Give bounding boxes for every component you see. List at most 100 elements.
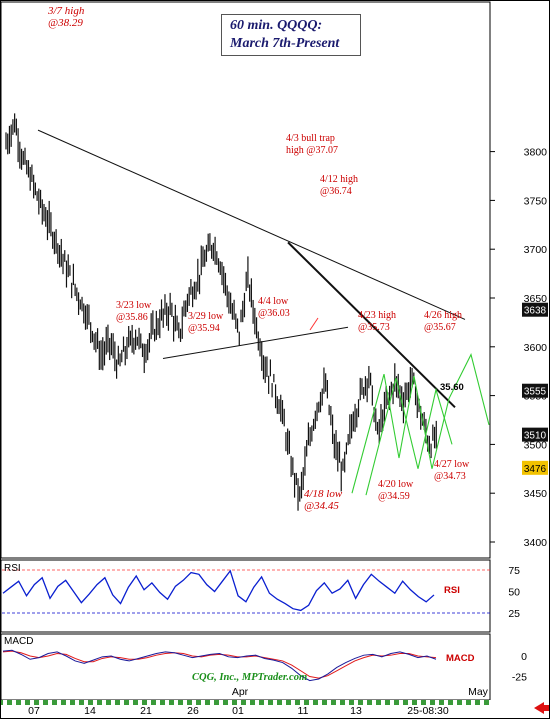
session-bar <box>1 700 490 705</box>
session-bar-seg <box>165 700 169 705</box>
annotation-apr27_low-line2: @34.73 <box>434 471 466 482</box>
wave-projection-path <box>351 353 490 494</box>
date-tick-label: 21 <box>140 705 152 717</box>
price-tick-label: 3450 <box>524 488 548 500</box>
session-bar-seg <box>336 700 340 705</box>
price-tick-label: 3500 <box>524 439 548 451</box>
macd-tag: MACD <box>446 653 475 664</box>
session-bar-seg <box>183 700 187 705</box>
session-bar-seg <box>75 700 79 705</box>
trendline-upper <box>37 129 466 320</box>
price-tag-bg <box>522 427 548 442</box>
session-bar-seg <box>174 700 178 705</box>
session-bar-seg <box>435 700 439 705</box>
session-bar-seg <box>3 700 7 705</box>
annotation-apr3_trap-line2: high @37.07 <box>286 145 338 156</box>
price-tag-label: 3510 <box>524 431 547 442</box>
session-bar-seg <box>471 700 475 705</box>
session-bar-seg <box>129 700 133 705</box>
back-arrow-icon <box>534 702 544 714</box>
price-tag-label: 3638 <box>524 306 547 317</box>
session-bar-seg <box>327 700 331 705</box>
macd-line <box>2 649 437 682</box>
session-bar-seg <box>462 700 466 705</box>
annotation-mar23_low-line2: @35.86 <box>116 312 148 323</box>
session-bar-seg <box>228 700 232 705</box>
session-bar-seg <box>264 700 268 705</box>
rsi-tick-label: 50 <box>508 587 520 599</box>
annotation-mar23_low-line1: 3/23 low <box>116 300 152 311</box>
month-label: May <box>468 686 489 698</box>
session-bar-seg <box>192 700 196 705</box>
session-bar-seg <box>255 700 259 705</box>
session-bar-seg <box>381 700 385 705</box>
session-bar-seg <box>84 700 88 705</box>
trendline-lows <box>162 326 349 360</box>
price-tag-bg <box>522 460 548 475</box>
date-tick-label: 26 <box>187 705 199 717</box>
session-bar-seg <box>12 700 16 705</box>
session-bar-seg <box>39 700 43 705</box>
date-tick-label: 01 <box>232 705 244 717</box>
session-bar-seg <box>291 700 295 705</box>
annotation-apr18_low-line2: @34.45 <box>304 500 339 512</box>
annotation-apr23_high-line1: 4/23 high <box>358 310 396 321</box>
session-bar-seg <box>309 700 313 705</box>
session-bar-seg <box>210 700 214 705</box>
session-bar-seg <box>30 700 34 705</box>
level-label: 35.60 <box>440 382 464 393</box>
macd-panel <box>0 633 491 701</box>
annotation-mar7_high-line1: 3/7 high <box>47 5 85 17</box>
price-tick-label: 3600 <box>524 342 548 354</box>
session-bar-seg <box>237 700 241 705</box>
session-bar-seg <box>66 700 70 705</box>
chart-title-line1: 60 min. QQQQ: <box>230 18 323 33</box>
date-tick-label: 25-08:30 <box>407 705 449 717</box>
price-tag-label: 3555 <box>524 387 547 398</box>
annotation-apr4_low-line1: 4/4 low <box>258 296 289 307</box>
session-bar-seg <box>201 700 205 705</box>
date-tick-label: 07 <box>28 705 40 717</box>
annotation-apr20_low-line1: 4/20 low <box>378 479 414 490</box>
annotation-apr3_trap-line1: 4/3 bull trap <box>286 133 335 144</box>
price-tick-label: 3650 <box>524 293 548 305</box>
macd-tick-label: -25 <box>512 672 527 684</box>
macd-panel-label: MACD <box>4 636 33 647</box>
annotation-apr12_high-line1: 4/12 high <box>320 174 358 185</box>
price-panel <box>0 1 491 559</box>
annotation-apr4_low-line2: @36.03 <box>258 308 290 319</box>
session-bar-seg <box>156 700 160 705</box>
chart-title-line2: March 7th-Present <box>230 36 340 51</box>
session-bar-seg <box>363 700 367 705</box>
annotation-mar7_high-line2: @38.29 <box>48 17 83 29</box>
annotation-apr12_high-line2: @36.74 <box>320 186 352 197</box>
session-bar-seg <box>399 700 403 705</box>
trendline-descending <box>287 241 456 409</box>
back-arrow-tail <box>543 705 549 711</box>
date-tick-label: 11 <box>298 705 309 717</box>
session-bar-seg <box>318 700 322 705</box>
price-tag-bg <box>522 302 548 317</box>
session-bar-seg <box>453 700 457 705</box>
price-tick-label: 3400 <box>524 537 548 549</box>
session-bar-seg <box>417 700 421 705</box>
macd-tick-label: 0 <box>521 651 527 663</box>
price-tag-bg <box>522 383 548 398</box>
rsi-panel <box>0 559 491 633</box>
annotation-apr26_high-line2: @35.67 <box>424 322 456 333</box>
session-bar-seg <box>147 700 151 705</box>
chart-title-box: 60 min. QQQQ: March 7th-Present <box>221 14 361 56</box>
session-bar-seg <box>282 700 286 705</box>
session-bar-seg <box>111 700 115 705</box>
session-bar-seg <box>426 700 430 705</box>
annotation-mar29_low-line1: 3/29 low <box>188 311 224 322</box>
macd-signal-line <box>2 650 437 679</box>
session-bar-seg <box>444 700 448 705</box>
annotation-apr20_low-line2: @34.59 <box>378 491 410 502</box>
rsi-line <box>2 569 435 612</box>
session-bar-seg <box>57 700 61 705</box>
session-bar-seg <box>138 700 142 705</box>
rsi-tick-label: 75 <box>508 565 520 577</box>
